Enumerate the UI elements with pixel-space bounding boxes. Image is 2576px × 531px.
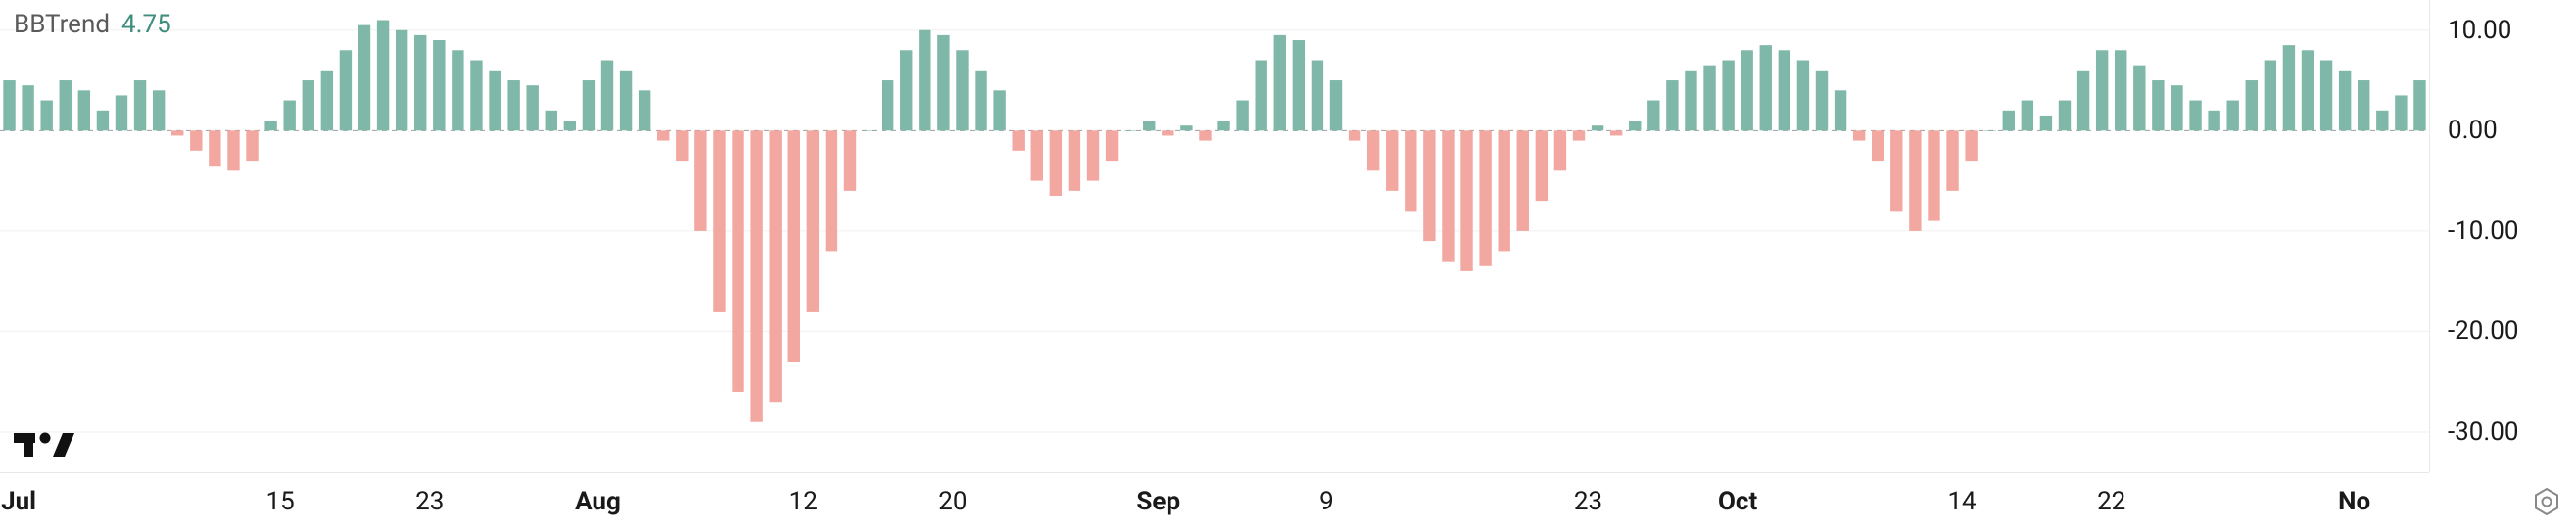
x-axis-tick: Jul: [1, 487, 36, 516]
x-axis-tick: 14: [1947, 487, 1976, 516]
y-axis: 10.00 0.00 -10.00 -20.00 -30.00: [2429, 0, 2576, 472]
x-axis-tick: 12: [789, 487, 818, 516]
indicator-legend[interactable]: BBTrend 4.75: [14, 10, 171, 39]
y-axis-tick: 0.00: [2448, 116, 2498, 145]
chart-container: BBTrend 4.75 10.00 0.00 -10.00 -20.00 -30.00…: [0, 0, 2576, 531]
x-axis-tick: 9: [1319, 487, 1334, 516]
x-axis-tick: 22: [2097, 487, 2125, 516]
histogram-svg: [0, 0, 2429, 472]
x-axis-tick: Oct: [1718, 487, 1757, 516]
y-axis-tick: -20.00: [2448, 316, 2519, 346]
indicator-value: 4.75: [121, 10, 171, 39]
y-axis-tick: -10.00: [2448, 217, 2519, 246]
x-axis-tick: 23: [1574, 487, 1602, 516]
x-axis-tick: 20: [938, 487, 967, 516]
tradingview-logo[interactable]: [14, 427, 76, 462]
x-axis-tick: 23: [415, 487, 444, 516]
y-axis-tick: 10.00: [2448, 16, 2511, 45]
x-axis-tick: No: [2338, 487, 2370, 516]
x-axis-tick: Aug: [575, 487, 621, 516]
y-axis-tick: -30.00: [2448, 417, 2519, 447]
x-axis-tick: 15: [266, 487, 295, 516]
gear-icon: [2531, 486, 2562, 517]
indicator-name: BBTrend: [14, 10, 110, 39]
settings-button[interactable]: [2529, 484, 2564, 519]
x-axis: Jul 15 23 Aug 12 20 Sep 9 23 Oct 14 22 No: [0, 472, 2429, 531]
chart-plot-area[interactable]: [0, 0, 2429, 472]
x-axis-tick: Sep: [1136, 487, 1180, 516]
